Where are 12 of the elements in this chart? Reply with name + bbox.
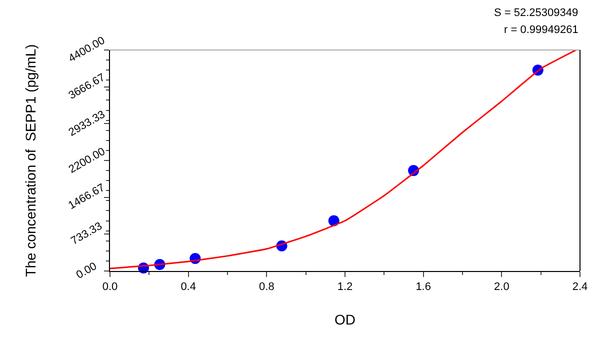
x-tick-label: 0.0 xyxy=(102,281,118,294)
x-tick-label: 0.4 xyxy=(180,281,196,294)
y-axis-title: The concentration of SEPP1 (pg/mL) xyxy=(22,44,38,277)
y-tick-label: 0.00 xyxy=(74,260,99,282)
x-tick-label: 1.6 xyxy=(416,281,431,294)
x-tick-label: 1.2 xyxy=(337,281,353,294)
x-tick-label: 2.4 xyxy=(572,281,588,294)
text: S = 52.25309349 xyxy=(494,7,578,19)
text: r = 0.99949261 xyxy=(504,24,578,36)
x-axis-title: OD xyxy=(334,312,356,328)
x-tick-label: 0.8 xyxy=(259,281,274,294)
x-tick-label: 2.0 xyxy=(494,281,510,294)
